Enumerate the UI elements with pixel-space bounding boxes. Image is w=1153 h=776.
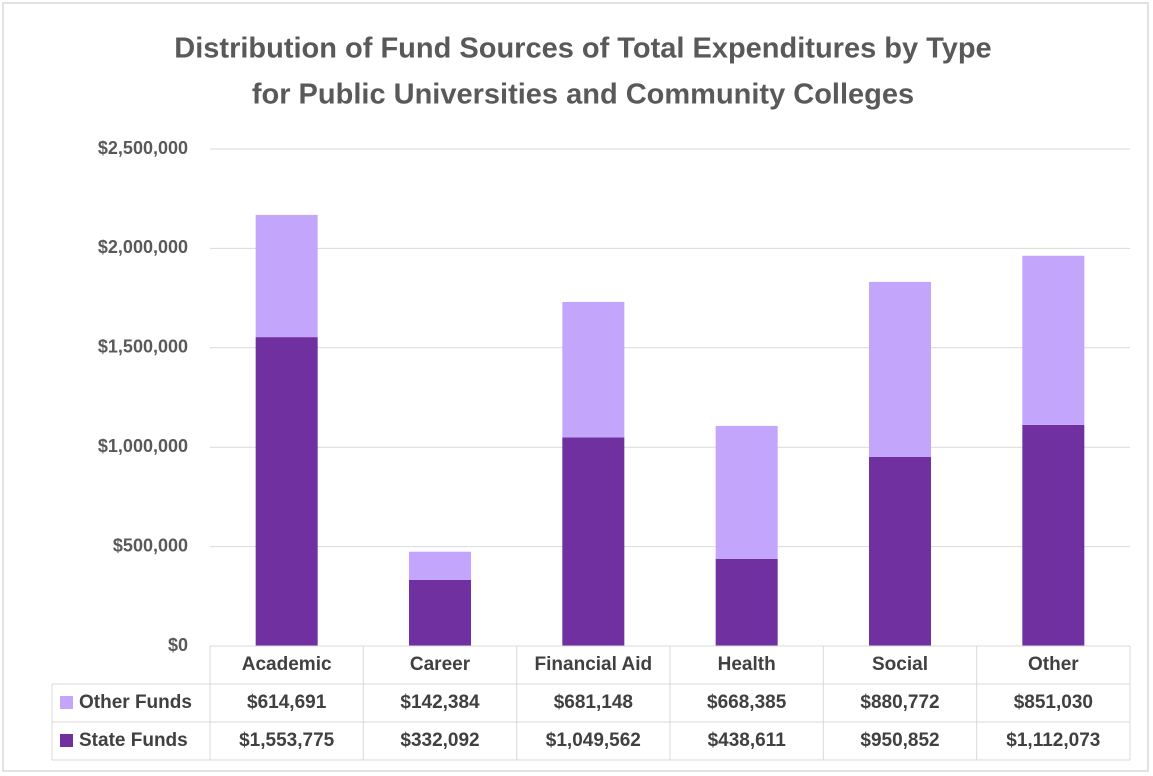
x-tick-label: Financial Aid: [535, 654, 653, 675]
bar: [869, 456, 931, 646]
x-tick-label: Other: [1028, 654, 1079, 675]
bar: [715, 425, 778, 559]
y-tick-label: $1,500,000: [98, 337, 188, 357]
bar: [255, 214, 318, 338]
y-tick-label: $2,500,000: [98, 138, 188, 158]
data-table-value: $142,384: [400, 692, 480, 713]
chart-title: for Public Universities and Community Co…: [252, 79, 914, 111]
bar: [255, 337, 318, 646]
data-table-value: $681,148: [554, 692, 633, 713]
y-tick-label: $2,000,000: [98, 237, 188, 257]
bar: [1022, 424, 1085, 646]
data-table-value: $668,385: [707, 692, 787, 713]
x-tick-label: Social: [872, 654, 928, 675]
data-table-value: $851,030: [1014, 692, 1093, 713]
data-table-value: $332,092: [400, 730, 479, 751]
data-table-value: $880,772: [860, 692, 939, 713]
legend-label: State Funds: [79, 730, 188, 751]
bar: [562, 437, 625, 646]
bar: [715, 558, 778, 646]
x-tick-label: Health: [718, 654, 776, 675]
x-tick-label: Academic: [242, 654, 332, 675]
legend-label: Other Funds: [79, 692, 192, 713]
bar: [869, 281, 931, 457]
data-table-value: $1,112,073: [1006, 730, 1100, 751]
bar: [562, 301, 625, 438]
data-table-value: $1,049,562: [546, 730, 641, 751]
data-table-value: $438,611: [708, 730, 787, 751]
y-tick-label: $0: [168, 635, 188, 655]
legend-swatch: [60, 734, 73, 747]
y-tick-label: $1,000,000: [98, 436, 188, 456]
bar: [409, 551, 471, 580]
data-table-value: $614,691: [247, 692, 327, 713]
x-tick-label: Career: [410, 654, 471, 675]
data-table-value: $1,553,775: [239, 730, 335, 751]
chart-title: Distribution of Fund Sources of Total Ex…: [174, 33, 991, 65]
y-tick-label: $500,000: [113, 535, 188, 555]
legend-swatch: [60, 696, 73, 709]
bar: [1022, 255, 1085, 425]
bar: [409, 579, 471, 646]
data-table-value: $950,852: [860, 730, 939, 751]
